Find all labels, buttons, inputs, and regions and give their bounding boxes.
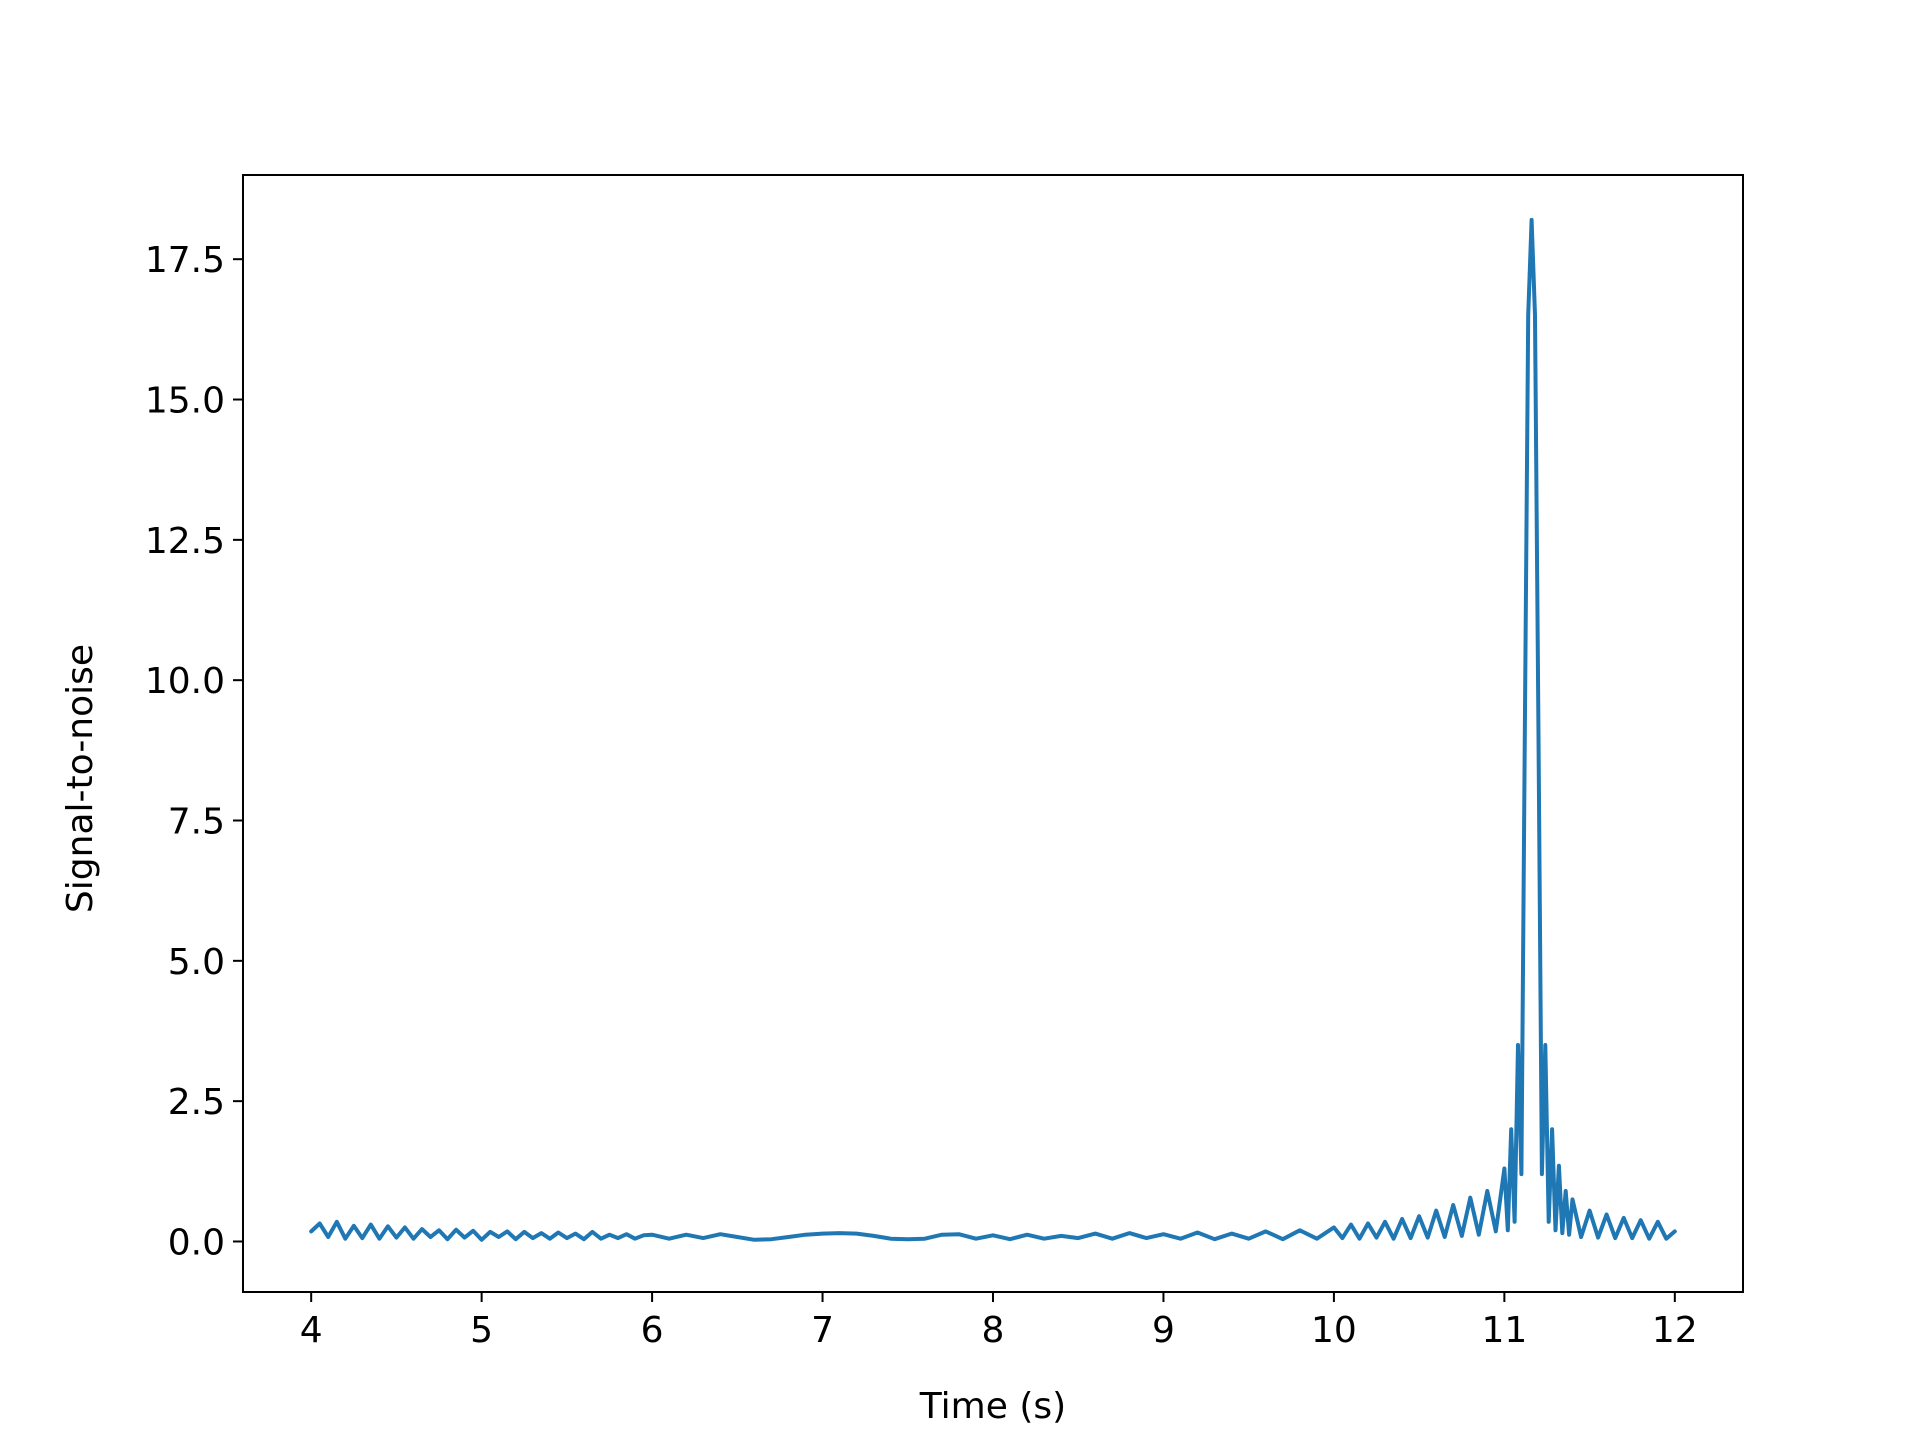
- y-tick-label: 12.5: [145, 521, 225, 562]
- series-line-1: [309, 217, 1677, 1242]
- y-tick-label: 0.0: [168, 1222, 225, 1263]
- x-tick-label: 7: [811, 1310, 834, 1351]
- x-tick-label: 5: [470, 1310, 493, 1351]
- x-tick-label: 4: [300, 1310, 323, 1351]
- x-tick-label: 11: [1481, 1310, 1527, 1351]
- y-axis: 0.0 2.5 5.0 7.5 10.0 12.5 15.0 17.5: [145, 240, 243, 1263]
- y-tick-label: 10.0: [145, 661, 225, 702]
- y-axis-label: Signal-to-noise: [60, 644, 101, 913]
- y-tick-label: 2.5: [168, 1082, 225, 1123]
- x-tick-label: 8: [982, 1310, 1005, 1351]
- y-tick-label: 5.0: [168, 942, 225, 983]
- x-axis-label: Time (s): [919, 1386, 1066, 1427]
- x-tick-label: 12: [1652, 1310, 1698, 1351]
- plot-area: [309, 217, 1677, 1242]
- y-tick-label: 7.5: [168, 802, 225, 843]
- x-tick-label: 6: [641, 1310, 664, 1351]
- y-tick-label: 15.0: [145, 381, 225, 422]
- x-axis: 4 5 6 7 8 9 10 11 12: [300, 1292, 1698, 1351]
- x-tick-label: 9: [1152, 1310, 1175, 1351]
- y-tick-label: 17.5: [145, 240, 225, 281]
- x-tick-label: 10: [1311, 1310, 1357, 1351]
